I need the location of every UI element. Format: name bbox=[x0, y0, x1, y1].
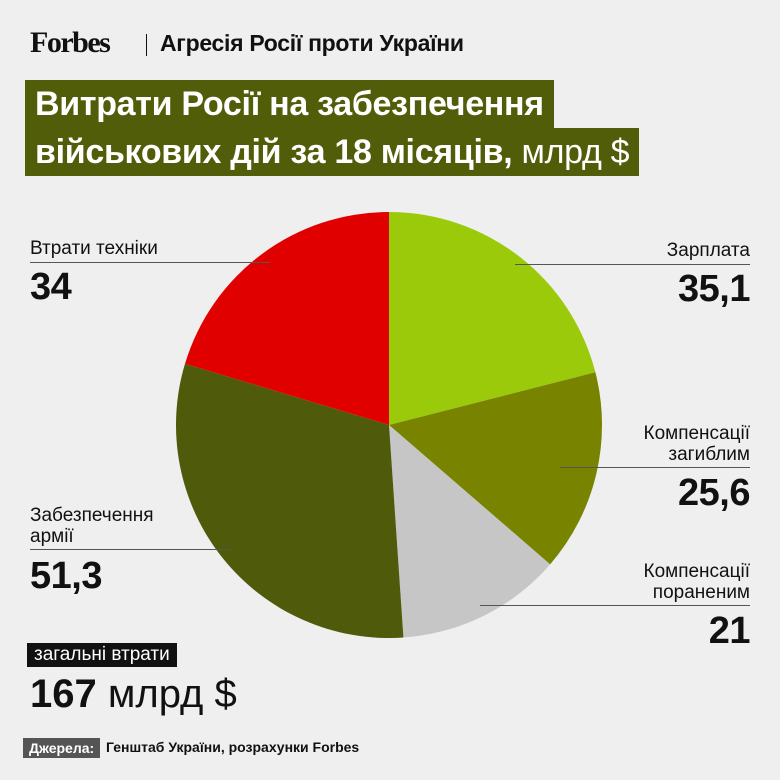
slice-value: 51,3 bbox=[30, 555, 102, 597]
leader-line bbox=[30, 549, 230, 550]
source-text: Генштаб України, розрахунки Forbes bbox=[106, 739, 360, 755]
title-line-1: Витрати Росії на забезпечення bbox=[25, 80, 554, 128]
title-unit: млрд $ bbox=[521, 133, 630, 171]
forbes-logo: Forbes bbox=[30, 26, 111, 59]
leader-line bbox=[30, 262, 270, 263]
pie-slice bbox=[389, 425, 551, 638]
total-unit: млрд $ bbox=[107, 672, 237, 716]
pie-slice bbox=[389, 212, 596, 425]
pie-slice bbox=[389, 372, 602, 565]
divider bbox=[146, 34, 147, 56]
leader-line bbox=[480, 605, 750, 606]
title-text-1: Витрати Росії на забезпечення bbox=[35, 85, 544, 123]
slice-label: Компенсації пораненим bbox=[643, 561, 751, 603]
slice-value: 21 bbox=[708, 610, 751, 652]
slice-value: 35,1 bbox=[678, 268, 750, 310]
source-label: Джерела: bbox=[23, 738, 101, 758]
leader-line bbox=[560, 467, 750, 468]
pie-slice bbox=[184, 212, 389, 425]
title-text-2: військових дій за 18 місяців, bbox=[35, 133, 513, 171]
total-label: загальні втрати bbox=[27, 643, 177, 667]
total-value: 167 bbox=[30, 672, 97, 716]
kicker: Агресія Росії проти України bbox=[160, 30, 464, 56]
slice-label: Втрати техніки bbox=[30, 238, 158, 259]
slice-label: Забезпечення армії bbox=[30, 505, 154, 547]
leader-line bbox=[515, 264, 750, 265]
slice-label: Компенсації загиблим bbox=[643, 423, 751, 465]
slice-value: 25,6 bbox=[678, 472, 750, 514]
pie-slice bbox=[176, 363, 404, 638]
slice-label: Зарплата bbox=[666, 240, 750, 261]
slice-value: 34 bbox=[30, 266, 72, 308]
title-line-2: військових дій за 18 місяців, млрд $ bbox=[25, 128, 640, 176]
total: 167 млрд $ bbox=[30, 672, 237, 717]
